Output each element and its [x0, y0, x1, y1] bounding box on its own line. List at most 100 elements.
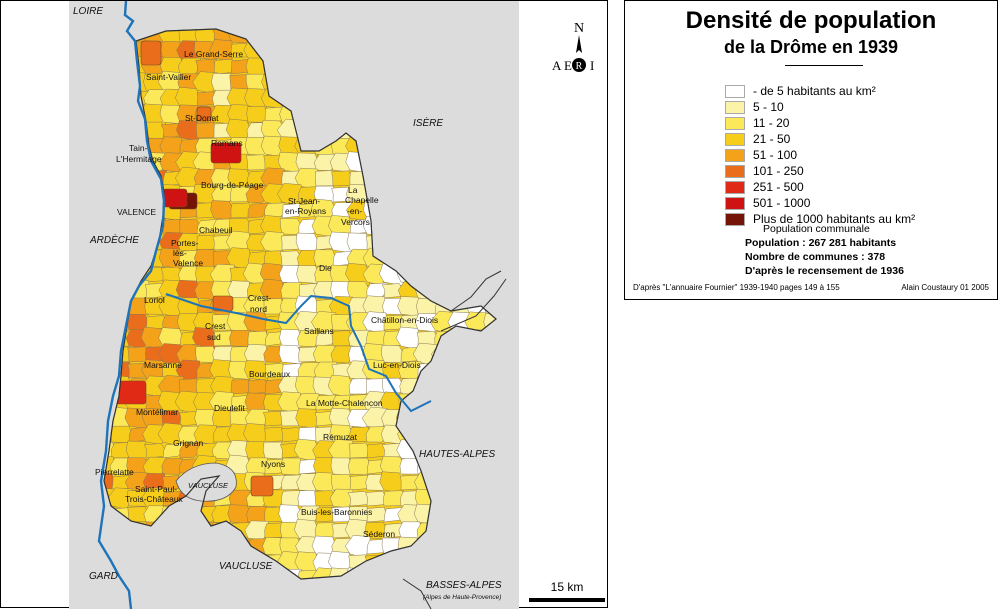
- border-line: [440, 278, 507, 332]
- town-label: Saint-Vallier: [146, 72, 191, 82]
- commune-cell: [313, 185, 337, 204]
- town-label: en-Royans: [285, 206, 326, 216]
- legend-subtitle: de la Drôme en 1939: [723, 37, 899, 57]
- source-note: D'après "L'annuaire Fournier" 1939-1940 …: [633, 283, 840, 292]
- town-label: Tain-: [129, 143, 148, 153]
- vaucluse-enclave: [175, 462, 237, 502]
- town-label: nord: [250, 304, 267, 314]
- town-label: lès-: [173, 248, 187, 258]
- commune-cell: [195, 58, 218, 75]
- commune-cell: [179, 218, 201, 235]
- commune-cell: [210, 142, 242, 164]
- town-label: St-Jean-: [288, 196, 320, 206]
- town-label: La: [348, 185, 358, 195]
- drome-river: [165, 293, 432, 413]
- scale-label: 15 km: [551, 580, 584, 594]
- legend-swatch: [725, 133, 745, 146]
- commune-cell: [162, 443, 184, 459]
- commune-cell: [229, 217, 252, 235]
- rhone-river: [97, 1, 166, 609]
- legend-label: - de 5 habitants au km²: [753, 84, 876, 98]
- town-label: Portes-: [171, 238, 199, 248]
- town-label: Pierrelatte: [95, 467, 134, 477]
- stat-census: D'après le recensement de 1936: [745, 265, 904, 277]
- legend-label: 101 - 250: [753, 164, 804, 178]
- town-label: Grignan: [173, 438, 204, 448]
- legend-swatch: [725, 101, 745, 114]
- commune-cell: [162, 188, 188, 208]
- town-label: Buis-les-Baronnies: [301, 507, 372, 517]
- region-vaucluse: VAUCLUSE: [219, 561, 273, 572]
- scale-bar: [529, 598, 605, 602]
- region-basses-alpes: BASSES-ALPES: [426, 580, 502, 591]
- legend-label: 251 - 500: [753, 180, 804, 194]
- stat-heading: Population communale: [763, 223, 870, 235]
- commune-cell: [348, 378, 371, 395]
- town-label: L'Hermitage: [116, 154, 162, 164]
- logo-letter: A: [552, 58, 562, 73]
- town-label: La Motte-Chalencon: [306, 398, 383, 408]
- north-label: N: [574, 21, 584, 36]
- legend-label: 5 - 10: [753, 100, 784, 114]
- town-label: Châtillon-en-Diois: [371, 315, 438, 325]
- town-label: Chapelle: [345, 195, 379, 205]
- commune-cell: [179, 442, 202, 459]
- stat-communes: Nombre de communes : 378: [745, 251, 886, 263]
- town-label: Vercors: [341, 217, 370, 227]
- map-panel: N A E R I 15 km LOIRE ISÈRE ARDÈCHE HAUT…: [0, 0, 608, 609]
- legend-label: 51 - 100: [753, 148, 798, 162]
- commune-cell: [193, 40, 218, 61]
- border-line: [450, 270, 502, 312]
- commune-cell: [177, 297, 201, 316]
- logo-letter: I: [590, 58, 594, 73]
- legend-panel: Densité de population de la Drôme en 193…: [624, 0, 998, 300]
- legend-swatch: [725, 165, 745, 178]
- town-label: -en-: [347, 206, 362, 216]
- legend-label: Plus de 1000 habitants au km²: [753, 212, 916, 226]
- town-label: Bourdeaux: [249, 369, 291, 379]
- title-underline: [785, 65, 863, 66]
- region-loire: LOIRE: [73, 6, 103, 17]
- region-vaucluse-enclave: VAUCLUSE: [188, 481, 229, 490]
- commune-cell: [247, 202, 269, 219]
- stat-population: Population : 267 281 habitants: [745, 237, 897, 249]
- legend-swatch: [725, 197, 745, 210]
- region-ardeche: ARDÈCHE: [89, 233, 139, 246]
- commune-cell: [331, 473, 354, 491]
- town-label: Valence: [173, 258, 203, 268]
- town-label: Trois-Châteaux: [125, 494, 184, 504]
- commune-cell: [347, 457, 371, 476]
- author-note: Alain Coustaury 01 2005: [901, 283, 989, 292]
- commune-cell: [250, 475, 274, 497]
- commune-cell: [210, 200, 235, 221]
- commune-cell: [383, 490, 405, 507]
- town-label: Marsanne: [144, 360, 182, 370]
- commune-cell: [330, 457, 354, 476]
- region-hautes-alpes: HAUTES-ALPES: [419, 449, 495, 460]
- commune-cell: [295, 232, 320, 253]
- logo-letter: R: [576, 61, 583, 72]
- commune-cell: [125, 440, 150, 461]
- town-label: Rémuzat: [323, 432, 358, 442]
- town-label: sud: [207, 332, 221, 342]
- town-label: St-Donat: [185, 113, 219, 123]
- town-label: Saillans: [304, 326, 334, 336]
- legend-swatch: [725, 85, 745, 98]
- region-gard: GARD: [89, 571, 118, 582]
- north-arrow-icon: [576, 35, 582, 53]
- town-label: Montélimar: [136, 407, 178, 417]
- legend-label: 501 - 1000: [753, 196, 811, 210]
- town-label: Luc-en-Diois: [373, 360, 421, 370]
- town-label: Chabeuil: [199, 225, 233, 235]
- legend-swatch: [725, 181, 745, 194]
- logo-circle: [572, 58, 586, 72]
- commune-cell: [140, 40, 162, 66]
- legend-swatch: [725, 213, 745, 226]
- commune-cell: [295, 408, 320, 429]
- legend-label: 21 - 50: [753, 132, 791, 146]
- commune-cell: [109, 425, 133, 444]
- commune-cell: [415, 313, 439, 332]
- commune-cell: [297, 329, 320, 347]
- commune-cell: [348, 442, 371, 459]
- town-label: Loriol: [144, 295, 165, 305]
